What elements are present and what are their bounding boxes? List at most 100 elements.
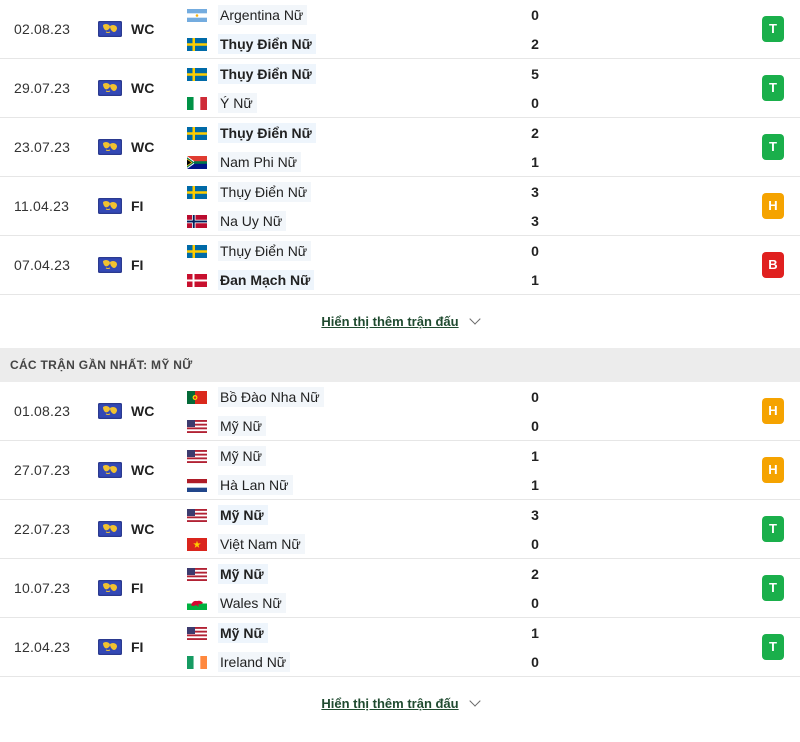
home-team[interactable]: Bồ Đào Nha Nữ <box>187 385 324 409</box>
away-team[interactable]: Na Uy Nữ <box>187 209 287 233</box>
match-row[interactable]: 07.04.23 FI Thụy Điển Nữ Đan Mạch Nữ 0 1 B <box>0 236 800 295</box>
away-team[interactable]: Ý Nữ <box>187 91 257 115</box>
world-cup-icon <box>98 403 122 419</box>
home-team[interactable]: Mỹ Nữ <box>187 444 267 468</box>
usa-flag-icon <box>187 626 207 640</box>
match-row[interactable]: 12.04.23 FI Mỹ Nữ Ireland Nữ 1 0 T <box>0 618 800 677</box>
home-team[interactable]: Mỹ Nữ <box>187 562 268 586</box>
match-row[interactable]: 22.07.23 WC Mỹ Nữ Việt Nam Nữ 3 0 T <box>0 500 800 559</box>
away-team-name: Việt Nam Nữ <box>218 534 305 554</box>
competition-code: WC <box>131 403 155 419</box>
away-team[interactable]: Wales Nữ <box>187 591 286 615</box>
away-team[interactable]: Thụy Điển Nữ <box>187 32 316 56</box>
home-team-name: Thụy Điển Nữ <box>218 64 316 84</box>
chevron-down-icon[interactable] <box>468 312 481 325</box>
competition-code: WC <box>131 139 155 155</box>
home-team-name: Thụy Điển Nữ <box>218 123 316 143</box>
portugal-flag-icon <box>187 390 207 404</box>
home-team[interactable]: Thụy Điển Nữ <box>187 62 316 86</box>
south-africa-flag-icon <box>187 155 207 169</box>
home-team-name: Mỹ Nữ <box>218 505 268 525</box>
away-score: 0 <box>531 536 539 552</box>
away-team[interactable]: Việt Nam Nữ <box>187 532 305 556</box>
away-score: 1 <box>531 272 539 288</box>
competition-code: WC <box>131 80 155 96</box>
away-score: 2 <box>531 36 539 52</box>
home-score: 2 <box>531 566 539 582</box>
vietnam-flag-icon <box>187 537 207 551</box>
home-score: 2 <box>531 125 539 141</box>
home-team[interactable]: Thụy Điển Nữ <box>187 180 312 204</box>
match-date: 22.07.23 <box>14 521 71 537</box>
away-team[interactable]: Ireland Nữ <box>187 650 291 674</box>
show-more-link-1[interactable]: Hiển thị thêm trận đấu <box>321 313 459 329</box>
match-date: 07.04.23 <box>14 257 71 273</box>
home-score: 0 <box>531 243 539 259</box>
away-team[interactable]: Mỹ Nữ <box>187 414 267 438</box>
recent-matches-section-1: 02.08.23 WC Argentina Nữ Thụy Điển Nữ 0 2 T 29.… <box>0 0 800 295</box>
home-score: 3 <box>531 184 539 200</box>
match-row[interactable]: 02.08.23 WC Argentina Nữ Thụy Điển Nữ 0 2 T <box>0 0 800 59</box>
home-team-name: Mỹ Nữ <box>218 446 267 466</box>
away-team-name: Đan Mạch Nữ <box>218 270 315 290</box>
match-row[interactable]: 27.07.23 WC Mỹ Nữ Hà Lan Nữ 1 1 H <box>0 441 800 500</box>
home-team-name: Mỹ Nữ <box>218 623 268 643</box>
match-row[interactable]: 29.07.23 WC Thụy Điển Nữ Ý Nữ 5 0 T <box>0 59 800 118</box>
home-score: 3 <box>531 507 539 523</box>
usa-flag-icon <box>187 449 207 463</box>
result-badge: B <box>762 252 784 278</box>
result-badge: T <box>762 575 784 601</box>
match-row[interactable]: 01.08.23 WC Bồ Đào Nha Nữ Mỹ Nữ 0 0 H <box>0 382 800 441</box>
match-row[interactable]: 23.07.23 WC Thụy Điển Nữ Nam Phi Nữ 2 1 T <box>0 118 800 177</box>
usa-flag-icon <box>187 508 207 522</box>
match-date: 29.07.23 <box>14 80 71 96</box>
home-team[interactable]: Mỹ Nữ <box>187 503 268 527</box>
competition-code: FI <box>131 639 144 655</box>
home-score: 1 <box>531 625 539 641</box>
away-score: 0 <box>531 418 539 434</box>
away-score: 0 <box>531 654 539 670</box>
netherlands-flag-icon <box>187 478 207 492</box>
match-row[interactable]: 10.07.23 FI Mỹ Nữ Wales Nữ 2 0 T <box>0 559 800 618</box>
away-team-name: Mỹ Nữ <box>218 416 267 436</box>
home-team-name: Argentina Nữ <box>218 5 308 25</box>
sweden-flag-icon <box>187 37 207 51</box>
away-team-name: Wales Nữ <box>218 593 286 613</box>
sweden-flag-icon <box>187 67 207 81</box>
home-team[interactable]: Thụy Điển Nữ <box>187 121 316 145</box>
away-team-name: Thụy Điển Nữ <box>218 34 316 54</box>
home-team[interactable]: Thụy Điển Nữ <box>187 239 312 263</box>
argentina-flag-icon <box>187 8 207 22</box>
competition-code: WC <box>131 521 155 537</box>
away-team[interactable]: Hà Lan Nữ <box>187 473 293 497</box>
home-team[interactable]: Argentina Nữ <box>187 3 308 27</box>
show-more-link-2[interactable]: Hiển thị thêm trận đấu <box>321 695 459 711</box>
wales-flag-icon <box>187 596 207 610</box>
match-date: 02.08.23 <box>14 21 71 37</box>
away-team[interactable]: Nam Phi Nữ <box>187 150 302 174</box>
section-header-usa: CÁC TRẬN GẦN NHẤT: MỸ NỮ <box>0 348 800 382</box>
sweden-flag-icon <box>187 126 207 140</box>
match-date: 23.07.23 <box>14 139 71 155</box>
home-team[interactable]: Mỹ Nữ <box>187 621 268 645</box>
away-score: 0 <box>531 595 539 611</box>
match-date: 11.04.23 <box>14 198 70 214</box>
home-team-name: Mỹ Nữ <box>218 564 268 584</box>
match-date: 10.07.23 <box>14 580 71 596</box>
competition-code: FI <box>131 198 144 214</box>
away-score: 1 <box>531 477 539 493</box>
chevron-down-icon[interactable] <box>468 694 481 707</box>
usa-flag-icon <box>187 419 207 433</box>
home-score: 1 <box>531 448 539 464</box>
away-team-name: Na Uy Nữ <box>218 211 287 231</box>
world-cup-icon <box>98 80 122 96</box>
result-badge: T <box>762 16 784 42</box>
world-cup-icon <box>98 580 122 596</box>
result-badge: T <box>762 516 784 542</box>
away-team-name: Ireland Nữ <box>218 652 291 672</box>
match-row[interactable]: 11.04.23 FI Thụy Điển Nữ Na Uy Nữ 3 3 H <box>0 177 800 236</box>
world-cup-icon <box>98 521 122 537</box>
show-more-row-2: Hiển thị thêm trận đấu <box>0 677 800 729</box>
away-team[interactable]: Đan Mạch Nữ <box>187 268 315 292</box>
sweden-flag-icon <box>187 244 207 258</box>
